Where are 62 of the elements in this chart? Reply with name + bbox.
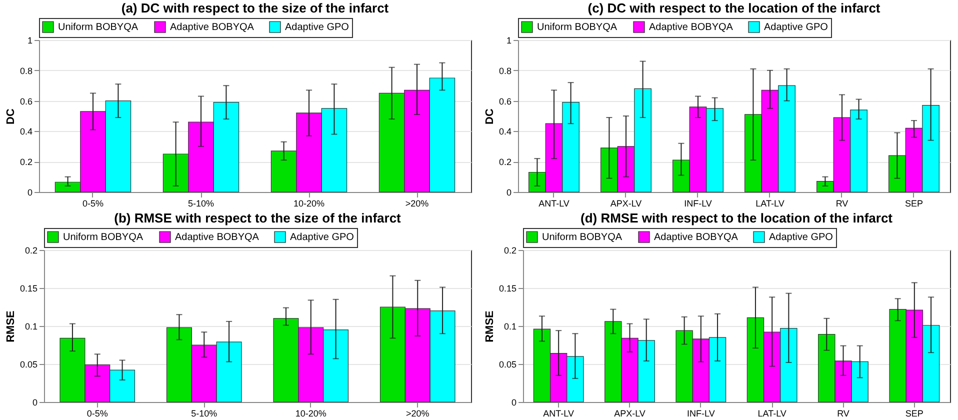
x-tick-label: 0-5% [82,198,104,208]
x-tick-label: 10-20% [293,198,325,208]
y-tick-label: 0.6 [20,96,32,106]
legend-label: Adaptive BOBYQA [649,22,734,34]
y-tick-label: 0.4 [20,126,32,137]
chart-title: (c) DC with respect to the location of the infarct [588,0,881,16]
legend-label: Uniform BOBYQA [58,22,138,34]
y-tick-label: 0 [27,188,32,198]
x-tick-label: 0-5% [86,408,108,418]
y-tick-label: 0.15 [20,284,38,294]
y-axis-title: DC [4,108,17,124]
x-tick-label: ANT-LV [538,198,570,208]
x-tick-label: SEP [905,408,924,418]
legend-label: Adaptive GPO [285,22,350,34]
y-tick-label: 0.05 [20,360,38,370]
x-tick-label: ANT-LV [543,408,574,418]
y-tick-label: 0.1 [24,322,38,332]
x-tick-label: INF-LV [686,408,715,418]
chart-title: (d) RMSE with respect to the location of the infarct [580,210,894,226]
y-tick-label: 0.8 [498,66,512,76]
x-tick-label: APX-LV [610,198,642,208]
y-tick-label: 1 [506,36,512,46]
y-axis-title: RMSE [4,310,17,342]
x-tick-label: >20% [405,198,429,208]
y-tick-label: 0.1 [504,322,516,332]
chart-title: (a) DC with respect to the size of the infarct [121,0,390,16]
x-tick-label: INF-LV [684,198,712,208]
legend-label: Adaptive GPO [290,232,354,244]
y-tick-label: 1 [27,36,32,46]
y-tick-label: 0.6 [498,96,512,106]
y-tick-label: 0 [506,188,512,198]
legend-label: Uniform BOBYQA [542,232,622,244]
legend-label: Adaptive GPO [764,22,828,34]
y-axis-title: DC [484,108,496,124]
legend-label: Adaptive BOBYQA [654,232,738,244]
y-tick-label: 0.4 [498,126,512,137]
x-tick-label: 5-10% [191,408,218,418]
y-tick-label: 0.2 [498,157,512,168]
x-tick-label: >20% [406,408,430,418]
x-tick-label: RV [837,408,850,418]
legend-label: Adaptive GPO [769,232,834,244]
chart-title: (b) RMSE with respect to the size of the infarct [114,210,402,226]
x-tick-label: APX-LV [614,408,646,418]
y-tick-label: 0.2 [24,246,38,256]
x-tick-label: 10-20% [295,408,326,418]
y-axis-title: RMSE [484,310,496,342]
y-tick-label: 0.8 [20,66,32,76]
y-tick-label: 0 [32,398,38,408]
y-tick-label: 0 [511,398,516,408]
legend-label: Adaptive BOBYQA [170,22,254,34]
legend-label: Uniform BOBYQA [63,232,144,244]
legend-label: Uniform BOBYQA [537,22,618,34]
x-tick-label: SEP [904,198,924,208]
x-tick-label: LAT-LV [756,198,784,208]
x-tick-label: 5-10% [188,198,214,208]
y-tick-label: 0.2 [20,157,32,168]
y-tick-label: 0.2 [504,246,516,256]
x-tick-label: LAT-LV [758,408,786,418]
y-tick-label: 0.15 [498,284,516,294]
legend-label: Adaptive BOBYQA [175,232,260,244]
y-tick-label: 0.05 [498,360,516,370]
x-tick-label: RV [836,198,848,208]
